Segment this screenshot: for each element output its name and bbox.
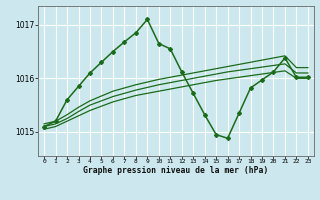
X-axis label: Graphe pression niveau de la mer (hPa): Graphe pression niveau de la mer (hPa) <box>84 166 268 175</box>
